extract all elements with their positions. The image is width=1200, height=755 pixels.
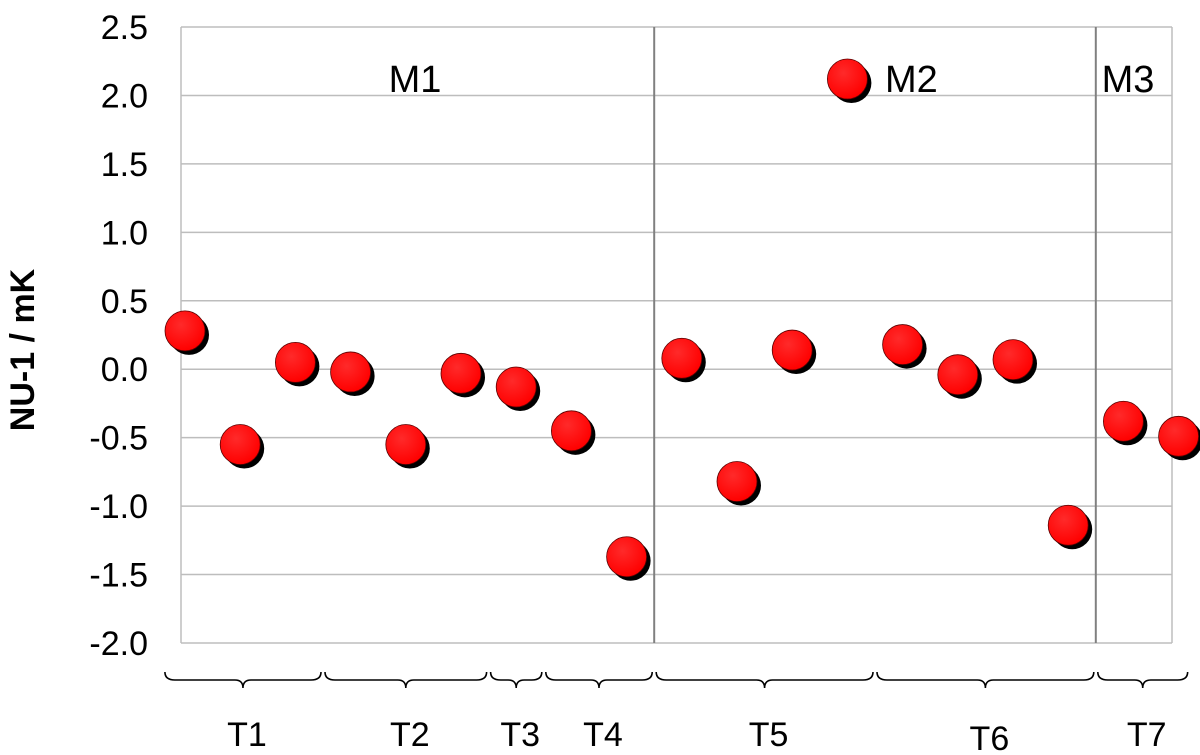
data-point <box>164 310 209 355</box>
group-label-t3: T3 <box>500 716 540 754</box>
group-brace <box>489 671 543 689</box>
group-brace <box>545 671 653 689</box>
group-label-t2: T2 <box>390 716 430 754</box>
data-point <box>606 536 651 581</box>
data-point <box>219 424 265 469</box>
region-labels: M1 M2 M3 <box>389 59 1155 101</box>
group-brace <box>876 671 1095 689</box>
group-brace <box>324 671 488 689</box>
group-label-t4: T4 <box>583 716 623 754</box>
data-point <box>661 337 706 383</box>
data-point <box>440 352 485 398</box>
region-label-m2: M2 <box>885 59 938 101</box>
data-point <box>1103 400 1148 446</box>
data-point <box>992 339 1037 384</box>
data-point <box>1047 504 1093 550</box>
y-tick-label: 0.0 <box>101 351 148 389</box>
y-tick-label: 1.0 <box>101 214 148 252</box>
group-braces: T1 T2 T3 T4 T5 T6 T7 <box>164 671 1189 755</box>
y-tick-label: 2.0 <box>101 77 148 115</box>
data-point <box>495 366 541 412</box>
region-dividers <box>653 27 1097 643</box>
data-points <box>164 58 1200 581</box>
group-brace <box>655 671 874 689</box>
data-point <box>937 354 982 399</box>
y-tick-label: 0.5 <box>101 283 148 321</box>
gridlines <box>180 26 1173 644</box>
data-point <box>385 424 430 469</box>
y-tick-label: -2.0 <box>89 625 148 663</box>
y-tick-label: -0.5 <box>89 420 148 458</box>
group-label-t6: T6 <box>970 720 1010 755</box>
data-point <box>882 324 927 369</box>
y-tick-label: -1.0 <box>89 488 148 526</box>
data-point <box>274 341 320 387</box>
group-brace <box>164 671 322 689</box>
region-label-m3: M3 <box>1102 59 1155 101</box>
data-point <box>1158 415 1200 461</box>
data-point <box>551 410 596 455</box>
group-label-t1: T1 <box>227 716 267 754</box>
group-label-t5: T5 <box>749 716 789 754</box>
data-point <box>330 351 375 396</box>
y-axis-label: NU-1 / mK <box>4 268 42 431</box>
region-label-m1: M1 <box>389 59 442 101</box>
y-tick-label: -1.5 <box>89 557 148 595</box>
group-brace <box>1097 671 1189 689</box>
data-point <box>827 58 872 104</box>
data-point <box>771 329 817 375</box>
y-tick-label: 2.5 <box>101 9 148 47</box>
y-axis-tick-labels: -2.0 -1.5 -1.0 -0.5 0.0 0.5 1.0 1.5 2.0 2.5 <box>89 9 148 663</box>
group-label-t7: T7 <box>1127 716 1167 754</box>
y-tick-label: 1.5 <box>101 146 148 184</box>
data-point <box>716 461 761 506</box>
